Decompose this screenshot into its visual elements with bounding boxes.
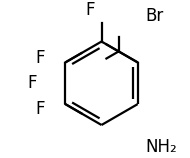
Text: F: F <box>35 100 45 118</box>
Text: Br: Br <box>145 6 164 24</box>
Text: NH₂: NH₂ <box>145 138 177 156</box>
Text: F: F <box>86 1 95 19</box>
Text: F: F <box>35 49 45 67</box>
Text: F: F <box>27 74 36 92</box>
